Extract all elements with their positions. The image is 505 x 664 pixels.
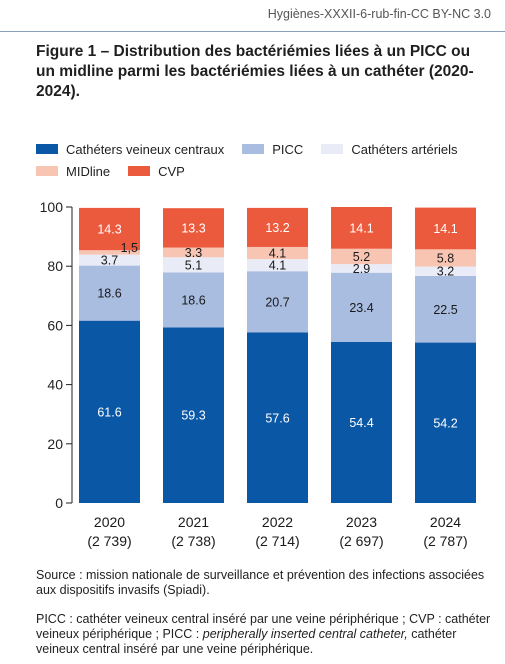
- legend-swatch-cvc: [36, 144, 58, 154]
- data-label: 14.1: [349, 221, 373, 235]
- data-label: 3.7: [101, 254, 118, 268]
- bar-segment: [79, 207, 140, 251]
- data-label: 5.2: [353, 250, 370, 264]
- credit-line: Hygiènes-XXXII-6-rub-fin-CC BY-NC 3.0: [267, 7, 491, 21]
- source-note: Source : mission nationale de surveillan…: [36, 568, 485, 597]
- bar-segment: [331, 272, 392, 342]
- legend-item-picc: PICC: [242, 142, 303, 157]
- bar-segment: [247, 259, 308, 272]
- data-label: 57.6: [265, 411, 289, 425]
- data-label: 5.8: [437, 251, 454, 265]
- legend-item-cvc: Cathéters veineux centraux: [36, 142, 224, 157]
- data-label: 59.3: [181, 409, 205, 423]
- x-tick-sublabel: (2 787): [423, 533, 467, 549]
- chart-legend: Cathéters veineux centraux PICC Cathéter…: [36, 138, 496, 182]
- data-label: 2.9: [353, 262, 370, 276]
- bar-segment: [247, 207, 308, 247]
- data-label: 61.6: [97, 405, 121, 419]
- data-label: 22.5: [433, 303, 457, 317]
- legend-label-picc: PICC: [272, 141, 304, 157]
- legend-row-2: MIDline CVP: [36, 160, 496, 182]
- x-tick-label: 2023: [346, 514, 377, 530]
- bar-segment: [79, 320, 140, 503]
- x-tick-sublabel: (2 739): [87, 533, 131, 549]
- data-label: 23.4: [349, 301, 373, 315]
- legend-item-arterial: Cathéters artériels: [321, 141, 458, 157]
- data-label: 13.2: [265, 221, 289, 235]
- y-tick-label: 60: [47, 317, 63, 333]
- stacked-bar-chart: 0 20 40 60 80 100 2020 (2 739) 2021 (2 738) 2022 (2…: [40, 199, 476, 549]
- y-tick-label: 40: [47, 377, 63, 393]
- abbreviation-note-text-end: cathéter veineux central inséré par une …: [36, 627, 457, 656]
- abbreviation-note-italic: peripherally inserted central catheter,: [202, 627, 408, 641]
- legend-row-1: Cathéters veineux centraux PICC Cathéter…: [36, 138, 496, 160]
- bar-segment: [247, 271, 308, 333]
- data-label: 13.3: [181, 221, 205, 235]
- bar-segment: [79, 265, 140, 321]
- legend-label-cvc: Cathéters veineux centraux: [66, 141, 225, 157]
- x-tick-label: 2020: [94, 514, 125, 530]
- y-tick-label: 20: [47, 436, 63, 452]
- bar-segment: [247, 246, 308, 260]
- data-label: 18.6: [181, 293, 205, 307]
- legend-item-midline: MIDline: [36, 164, 110, 179]
- data-label: 4.1: [269, 247, 286, 261]
- bar-segment: [415, 207, 476, 250]
- bar-segment: [163, 257, 224, 273]
- x-tick-label: 2022: [262, 514, 293, 530]
- data-label: 18.6: [97, 287, 121, 301]
- header-rule: [0, 31, 505, 32]
- legend-swatch-midline: [36, 166, 58, 176]
- data-label: 20.7: [265, 295, 289, 309]
- bar-segment: [163, 247, 224, 258]
- bar-segment: [247, 332, 308, 503]
- legend-swatch-arterial: [321, 144, 344, 154]
- x-tick-label: 2021: [178, 514, 209, 530]
- legend-label-cvp: CVP: [158, 163, 185, 179]
- x-tick-sublabel: (2 697): [339, 533, 383, 549]
- data-label: 3.2: [437, 265, 454, 279]
- bar-segment: [163, 272, 224, 328]
- figure-title: Figure 1 – Distribution des bactériémies…: [36, 43, 474, 100]
- bar-segment: [415, 266, 476, 276]
- legend-label-arterial: Cathéters artériels: [351, 141, 458, 157]
- data-label: 14.3: [97, 223, 121, 237]
- bar-segment: [331, 341, 392, 503]
- legend-swatch-picc: [242, 144, 265, 154]
- bar-segment: [79, 250, 140, 255]
- data-label: 5.1: [185, 258, 202, 272]
- y-tick-label: 0: [55, 495, 63, 511]
- abbreviation-note-text: PICC : cathéter veineux central inséré p…: [36, 612, 491, 641]
- x-tick-sublabel: (2 738): [171, 533, 215, 549]
- legend-label-midline: MIDline: [66, 163, 111, 179]
- bar-segment: [415, 249, 476, 267]
- bar-segment: [163, 208, 224, 248]
- bar-segment: [331, 207, 392, 249]
- legend-item-cvp: CVP: [128, 164, 185, 179]
- data-label: 54.2: [433, 416, 457, 430]
- abbreviation-note: PICC : cathéter veineux central inséré p…: [36, 612, 496, 657]
- legend-swatch-cvp: [128, 166, 151, 176]
- bar-segment: [331, 264, 392, 273]
- bar-segment: [79, 254, 140, 266]
- bar-segment: [331, 248, 392, 265]
- data-label: 3.3: [185, 246, 202, 260]
- data-label: 4.1: [269, 259, 286, 273]
- bar-segment: [415, 275, 476, 343]
- bar-segment: [415, 342, 476, 503]
- y-tick-label: 100: [40, 199, 64, 215]
- data-label: 1,5: [121, 241, 138, 255]
- bar-segment: [163, 327, 224, 503]
- y-tick-label: 80: [47, 258, 63, 274]
- data-label: 14.1: [433, 222, 457, 236]
- data-label: 54.4: [349, 416, 373, 430]
- x-tick-label: 2024: [430, 514, 461, 530]
- x-tick-sublabel: (2 714): [255, 533, 299, 549]
